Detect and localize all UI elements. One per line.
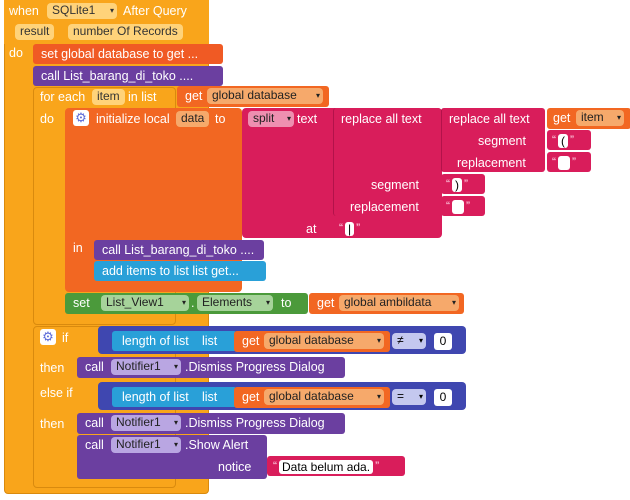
- replace-outer-segment-label: segment: [371, 178, 419, 192]
- get-global-database-block-2[interactable]: get global database ▾: [234, 331, 390, 352]
- get-item-block[interactable]: get item ▾: [547, 108, 630, 129]
- set-global-database-block[interactable]: set global database to get ...: [33, 44, 223, 64]
- replace-inner-label: replace all text: [449, 112, 530, 126]
- replace-inner-segment-label: segment: [478, 134, 526, 148]
- notice-string-block[interactable]: “Data belum ada.”: [267, 456, 405, 476]
- dismiss-dialog-block-2[interactable]: call Notifier1 ▾ .Dismiss Progress Dialog: [77, 413, 345, 434]
- length-of-list-label-2: length of list: [122, 390, 189, 404]
- local-var-data[interactable]: data: [176, 111, 210, 127]
- notifier-dropdown-1[interactable]: Notifier1 ▾: [111, 359, 181, 375]
- get-ambildata-dropdown[interactable]: global ambildata ▾: [339, 295, 459, 311]
- elements-property-dropdown[interactable]: Elements ▾: [197, 295, 273, 311]
- call-procedure-block[interactable]: call List_barang_di_toko ....: [33, 66, 223, 86]
- in-call-procedure-label: call List_barang_di_toko ....: [102, 243, 255, 257]
- get-label: get: [185, 89, 203, 103]
- get-global-database-dropdown[interactable]: global database ▾: [207, 88, 323, 104]
- inner-segment-string[interactable]: “(”: [547, 130, 591, 150]
- replace-outer-label: replace all text: [341, 112, 422, 126]
- compare-operator-1[interactable]: ≠ ▾: [392, 333, 426, 349]
- at-string-block[interactable]: “|”: [334, 218, 380, 238]
- show-alert-label: .Show Alert: [185, 438, 249, 452]
- then-label-2: then: [40, 417, 65, 431]
- replace-outer-replacement-label: replacement: [350, 200, 419, 214]
- event-when-label: when: [9, 4, 39, 18]
- param-number-of-records[interactable]: number Of Records: [68, 24, 183, 40]
- at-string-value[interactable]: |: [345, 221, 355, 236]
- outer-segment-value[interactable]: ): [452, 177, 462, 192]
- dismiss-label-2: .Dismiss Progress Dialog: [185, 416, 325, 430]
- call-label-1: call: [85, 360, 104, 374]
- get-global-database-block[interactable]: get global database ▾: [177, 86, 329, 107]
- inner-replacement-string[interactable]: “”: [547, 152, 591, 172]
- param-result[interactable]: result: [15, 24, 55, 40]
- if-mutator-gear-icon[interactable]: ⚙: [40, 329, 56, 345]
- for-each-do-label: do: [40, 112, 54, 126]
- get-global-database-dropdown-3[interactable]: global database ▾: [264, 389, 384, 405]
- get-label-3: get: [242, 390, 260, 404]
- number-value-1[interactable]: 0: [434, 333, 452, 350]
- event-component-dropdown[interactable]: SQLite1 ▾: [47, 3, 117, 19]
- compare-operator-2[interactable]: = ▾: [392, 389, 426, 405]
- list-label-2: list: [202, 390, 218, 404]
- in-call-procedure-block[interactable]: call List_barang_di_toko ....: [94, 240, 264, 260]
- split-at-label: at: [306, 222, 317, 236]
- outer-replacement-string[interactable]: “”: [441, 196, 485, 216]
- set-to-label: to: [281, 296, 292, 310]
- get-global-database-block-3[interactable]: get global database ▾: [234, 387, 390, 408]
- notice-string-value[interactable]: Data belum ada.: [279, 459, 374, 474]
- dot-label: .: [191, 296, 195, 310]
- initialize-local-in-label: in: [73, 241, 83, 255]
- set-label: set: [73, 296, 90, 310]
- length-of-list-label-1: length of list: [122, 334, 189, 348]
- split-text-label: text: [297, 112, 318, 126]
- replace-all-text-inner[interactable]: [441, 108, 545, 172]
- length-of-list-block-2[interactable]: length of list list: [112, 387, 237, 407]
- replace-inner-replacement-label: replacement: [457, 156, 526, 170]
- outer-segment-string[interactable]: “)”: [441, 174, 485, 194]
- notifier-dropdown-2[interactable]: Notifier1 ▾: [111, 415, 181, 431]
- number-value-2[interactable]: 0: [434, 389, 452, 406]
- inner-replacement-value[interactable]: [558, 155, 570, 170]
- split-dropdown[interactable]: split ▾: [248, 111, 294, 127]
- set-global-database-label: set global database to get ...: [41, 47, 199, 61]
- for-each-label: for each: [40, 90, 86, 104]
- call-label-3: call: [85, 438, 104, 452]
- then-label-1: then: [40, 361, 65, 375]
- set-elements-block[interactable]: set List_View1 ▾ . Elements ▾ to: [65, 293, 308, 314]
- call-procedure-label: call List_barang_di_toko ....: [41, 69, 194, 83]
- add-items-label: add items to list list get...: [102, 264, 239, 278]
- show-alert-block[interactable]: call Notifier1 ▾ .Show Alert notice: [77, 435, 267, 479]
- event-do-label: do: [9, 46, 23, 60]
- outer-replacement-value[interactable]: [452, 199, 464, 214]
- dismiss-dialog-block-1[interactable]: call Notifier1 ▾ .Dismiss Progress Dialog: [77, 357, 345, 378]
- get-ambildata-label: get: [317, 296, 335, 310]
- initialize-local-to-label: to: [215, 112, 226, 126]
- length-of-list-block-1[interactable]: length of list list: [112, 331, 237, 351]
- inner-segment-value[interactable]: (: [558, 133, 568, 148]
- if-label: if: [62, 331, 69, 345]
- get-item-label: get: [553, 111, 571, 125]
- replace-all-text-outer[interactable]: [333, 108, 441, 216]
- get-item-dropdown[interactable]: item ▾: [576, 110, 624, 126]
- for-each-var[interactable]: item: [92, 89, 125, 105]
- notifier-dropdown-3[interactable]: Notifier1 ▾: [111, 437, 181, 453]
- get-global-ambildata-block[interactable]: get global ambildata ▾: [309, 293, 464, 314]
- notice-label: notice: [218, 460, 252, 474]
- for-each-in-list-label: in list: [128, 90, 157, 104]
- initialize-local-label: initialize local: [96, 112, 170, 126]
- dismiss-label-1: .Dismiss Progress Dialog: [185, 360, 325, 374]
- get-global-database-dropdown-2[interactable]: global database ▾: [264, 333, 384, 349]
- else-if-label: else if: [40, 386, 73, 400]
- mutator-gear-icon[interactable]: ⚙: [73, 110, 89, 126]
- list-view-component-dropdown[interactable]: List_View1 ▾: [101, 295, 189, 311]
- call-label-2: call: [85, 416, 104, 430]
- list-label-1: list: [202, 334, 218, 348]
- get-label-2: get: [242, 334, 260, 348]
- add-items-to-list-block[interactable]: add items to list list get...: [94, 261, 266, 281]
- event-name-label: After Query: [123, 4, 187, 18]
